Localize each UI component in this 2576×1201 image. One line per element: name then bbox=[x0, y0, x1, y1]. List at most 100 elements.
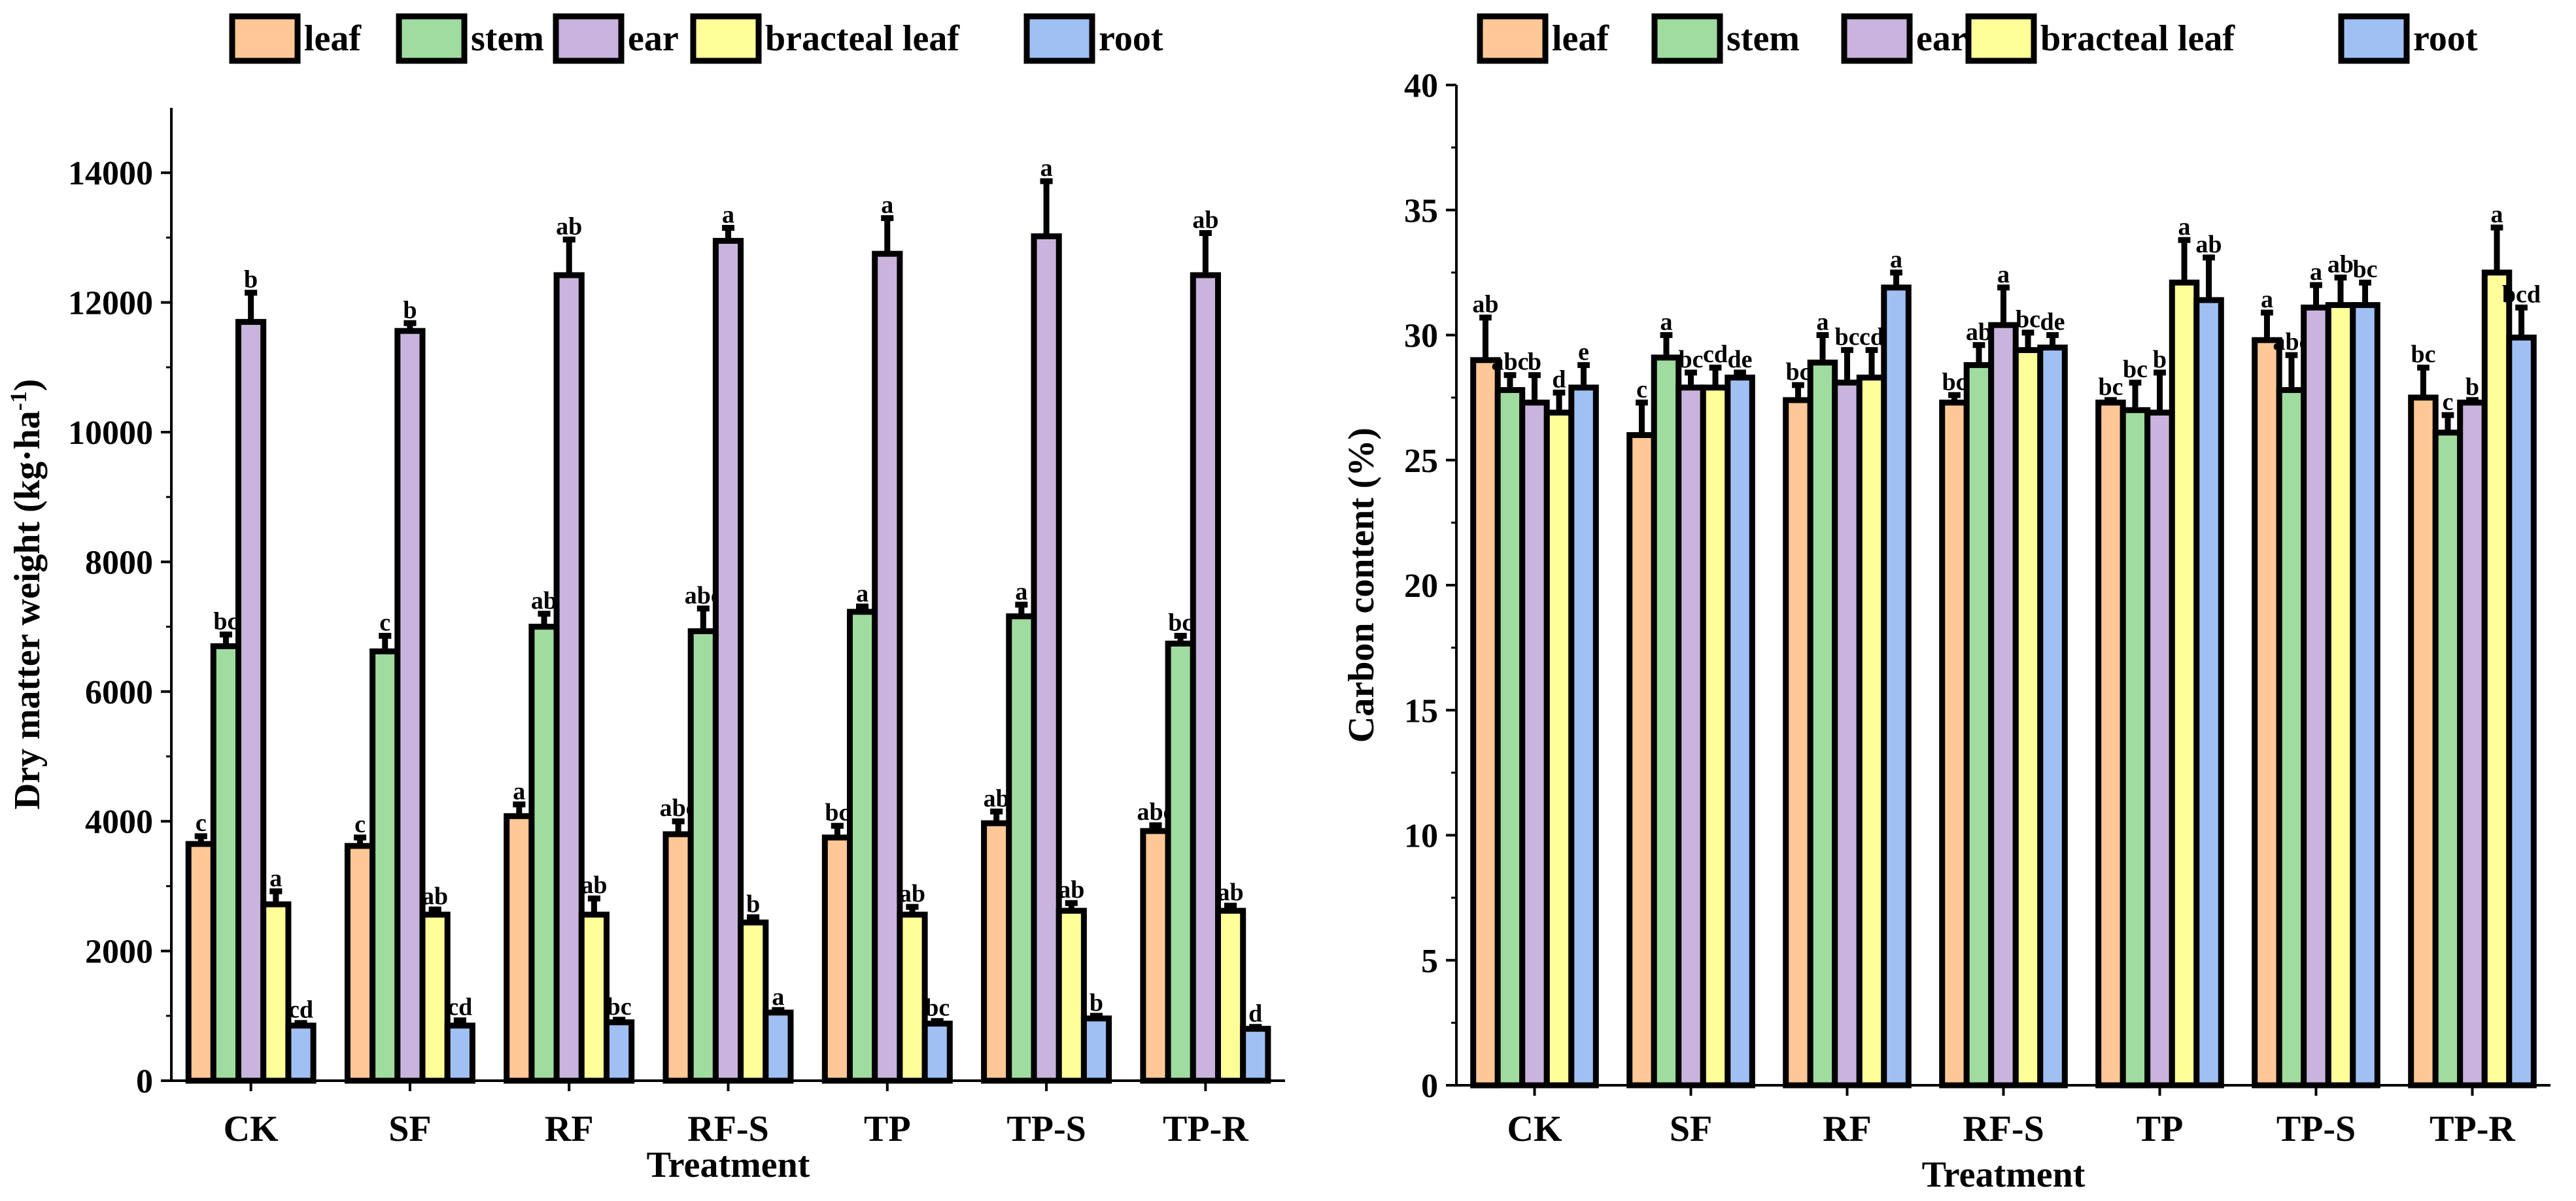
bar bbox=[185, 841, 216, 1084]
significance-label: a bbox=[2178, 213, 2191, 241]
bar bbox=[394, 328, 426, 1084]
bar bbox=[419, 911, 451, 1084]
bar bbox=[1700, 384, 1731, 1089]
legend-label: stem bbox=[471, 18, 544, 59]
bar bbox=[712, 237, 744, 1084]
legend-label: ear bbox=[628, 18, 679, 59]
bar bbox=[2169, 279, 2200, 1089]
bar bbox=[1651, 354, 1682, 1089]
significance-label: bc bbox=[1835, 323, 1860, 350]
significance-label: a bbox=[2310, 258, 2322, 286]
bar bbox=[1725, 375, 1755, 1089]
significance-label: bc bbox=[2353, 256, 2378, 283]
legend-label: root bbox=[2413, 18, 2478, 59]
legend-swatch bbox=[1841, 13, 1913, 64]
significance-label: a bbox=[2261, 286, 2273, 313]
legend-item: ear bbox=[1841, 13, 1967, 64]
bar bbox=[2276, 387, 2307, 1089]
significance-label: a bbox=[1040, 154, 1053, 182]
bar bbox=[1832, 379, 1863, 1089]
x-tick-label: TP-S bbox=[1006, 1109, 1086, 1149]
legend-label: leaf bbox=[304, 18, 362, 59]
y-tick-label: 8000 bbox=[85, 544, 153, 581]
bar bbox=[1140, 828, 1171, 1084]
significance-label: a bbox=[269, 864, 282, 892]
bar bbox=[981, 820, 1012, 1084]
y-tick-label: 0 bbox=[136, 1063, 153, 1100]
significance-label: a bbox=[856, 580, 868, 607]
y-tick-label: 40 bbox=[1404, 67, 1438, 105]
significance-label: b bbox=[2153, 346, 2167, 373]
bar bbox=[604, 1019, 635, 1084]
y-tick-label: 10000 bbox=[68, 414, 153, 452]
bar bbox=[2457, 399, 2488, 1089]
legend-label: bracteal leaf bbox=[765, 18, 960, 59]
bar bbox=[1881, 284, 1912, 1089]
bar bbox=[2252, 337, 2282, 1089]
bar bbox=[444, 1023, 475, 1084]
bar bbox=[1494, 387, 1526, 1089]
bar bbox=[1519, 399, 1550, 1089]
bar bbox=[1165, 640, 1196, 1084]
bar bbox=[2095, 399, 2126, 1089]
x-tick-label: TP-R bbox=[1163, 1109, 1248, 1149]
y-tick-label: 25 bbox=[1404, 443, 1438, 480]
significance-label: a bbox=[1817, 309, 1829, 336]
significance-label: c bbox=[379, 609, 390, 637]
significance-label: ab bbox=[1966, 318, 1992, 346]
bar bbox=[2432, 430, 2464, 1089]
significance-label: d bbox=[1552, 366, 1566, 394]
significance-label: de bbox=[2040, 309, 2065, 336]
x-tick-label: CK bbox=[1507, 1109, 1562, 1149]
y-tick-label: 30 bbox=[1404, 318, 1438, 355]
bar bbox=[1783, 397, 1813, 1089]
bar bbox=[1988, 322, 2019, 1089]
series-bracteal-leaf: aab abb ab ab ab bbox=[260, 864, 1246, 1084]
significance-label: a bbox=[513, 777, 525, 805]
significance-label: a bbox=[722, 201, 734, 229]
significance-label: b bbox=[1528, 348, 1541, 376]
bar bbox=[1939, 399, 1970, 1089]
significance-label: c bbox=[2443, 388, 2454, 416]
bar bbox=[2481, 269, 2513, 1089]
significance-label: ab bbox=[899, 880, 925, 907]
significance-label: bc bbox=[2123, 356, 2148, 383]
y-tick-label: 14000 bbox=[68, 155, 153, 192]
bar bbox=[2506, 334, 2537, 1089]
bar bbox=[738, 919, 769, 1084]
bar bbox=[504, 813, 535, 1084]
y-axis-title: Dry matter weight (kg·ha-1) bbox=[5, 379, 48, 810]
x-tick-label: RF-S bbox=[687, 1109, 768, 1149]
y-tick-label: 4000 bbox=[85, 803, 153, 841]
bar bbox=[2120, 407, 2151, 1089]
significance-label: bcd bbox=[2502, 280, 2541, 308]
bar bbox=[1807, 360, 1838, 1089]
significance-label: ab bbox=[1218, 879, 1244, 906]
series-root: cd cd bc a bc b d bbox=[285, 983, 1271, 1084]
legend: leaf stem ear bracteal leaf root bbox=[1477, 13, 2478, 64]
significance-label: a bbox=[2491, 201, 2503, 228]
x-tick-label: CK bbox=[224, 1109, 279, 1149]
legend-label: bracteal leaf bbox=[2040, 18, 2235, 59]
bar bbox=[1626, 432, 1657, 1089]
significance-label: a bbox=[1890, 246, 1902, 273]
x-tick-label: RF bbox=[1823, 1109, 1872, 1149]
significance-label: b bbox=[1090, 989, 1103, 1017]
bar bbox=[344, 843, 376, 1084]
legend-item: leaf bbox=[1477, 13, 1609, 64]
x-tick-label: TP bbox=[2137, 1109, 2184, 1149]
bar bbox=[1006, 613, 1037, 1084]
bar bbox=[687, 628, 719, 1084]
legend: leaf stem ear bracteal leaf root bbox=[229, 13, 1163, 64]
y-tick-label: 12000 bbox=[68, 285, 153, 322]
significance-label: bc bbox=[2411, 341, 2436, 368]
x-axis-title: Treatment bbox=[647, 1145, 810, 1185]
legend-item: bracteal leaf bbox=[1965, 13, 2235, 64]
x-tick-label: TP-S bbox=[2276, 1109, 2356, 1149]
significance-label: ab bbox=[556, 212, 582, 240]
bar bbox=[1675, 384, 1706, 1089]
